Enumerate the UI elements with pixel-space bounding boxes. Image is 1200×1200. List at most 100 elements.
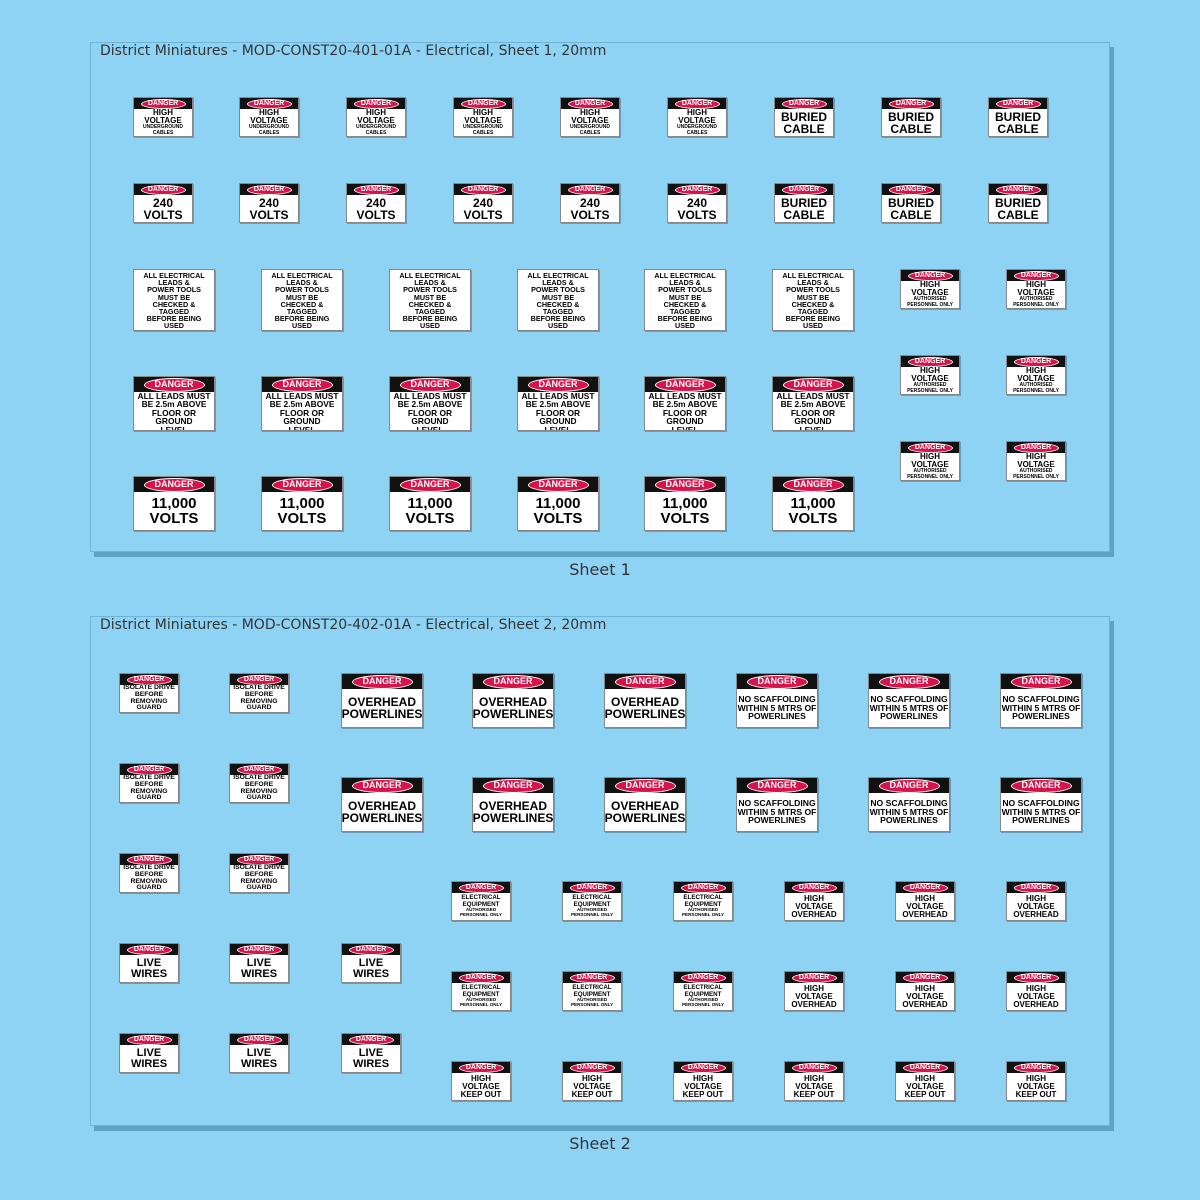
sign-body: OVERHEAD POWERLINES [605, 689, 685, 727]
danger-oval: DANGER [353, 184, 399, 195]
decal-sign: ALL ELECTRICAL LEADS & POWER TOOLS MUST BE C… [644, 269, 726, 331]
sign-header: DANGER [674, 972, 732, 983]
sign-body: HIGH VOLTAGE OVERHEAD [896, 893, 954, 920]
sign-text-line: ELECTRICAL EQUIPMENT [572, 984, 612, 998]
danger-oval: DANGER [1013, 1062, 1059, 1073]
decal-sign: DANGER LIVE WIRES [119, 943, 179, 983]
decal-sign: DANGER HIGH VOLTAGE AUTHORISED PERSONNEL ON… [900, 355, 960, 395]
decal-sign: DANGER ELECTRICAL EQUIPMENT AUTHORISED PERS… [562, 881, 622, 921]
sign-text-line: REMOVING GUARD [130, 787, 168, 802]
danger-oval: DANGER [527, 377, 589, 392]
sign-text-line: BE 2.5m ABOVE [141, 399, 207, 410]
decal-sign: DANGER LIVE WIRES [229, 943, 289, 983]
sign-body: ALL ELECTRICAL LEADS & POWER TOOLS MUST BE C… [773, 270, 853, 330]
sign-body: ALL LEADS MUST BE 2.5m ABOVE FLOOR OR GROU… [645, 392, 725, 430]
sheet-2-title: District Miniatures - MOD-CONST20-402-01… [100, 617, 607, 633]
sign-body: HIGH VOLTAGE AUTHORISED PERSONNEL ONLY [901, 367, 959, 394]
sign-text-line: KEEP OUT [904, 1089, 946, 1099]
danger-oval: DANGER [458, 882, 504, 893]
sign-text-line: BEFORE [134, 690, 164, 698]
sign-text-line: ALL ELECTRICAL [527, 271, 589, 280]
sign-body: BURIED CABLE [989, 195, 1047, 222]
sign-text-line: BEFORE [134, 870, 164, 878]
sign-text-line: ALL LEADS MUST [137, 391, 211, 401]
sign-header: DANGER [134, 477, 214, 492]
sign-header: DANGER [989, 184, 1047, 195]
danger-oval: DANGER [878, 674, 940, 689]
sign-header: DANGER [342, 1034, 400, 1045]
decal-sign: DANGER OVERHEAD POWERLINES [604, 777, 686, 832]
sign-text-line: OVERHEAD [610, 799, 679, 813]
sign-text-line: BURIED [780, 109, 827, 124]
decal-sign: DANGER HIGH VOLTAGE UNDERGROUND CABLES [667, 97, 727, 137]
sign-header: DANGER [737, 674, 817, 689]
decal-sign: DANGER HIGH VOLTAGE OVERHEAD [1006, 971, 1066, 1011]
sign-text-line: LIVE [358, 956, 384, 969]
sign-body: 11,000 VOLTS [518, 492, 598, 530]
decal-sign: DANGER HIGH VOLTAGE AUTHORISED PERSONNEL ON… [900, 441, 960, 481]
sign-header: DANGER [230, 944, 288, 955]
danger-oval: DANGER [902, 882, 948, 893]
sign-text-line: LIVE [246, 956, 272, 969]
sign-text-line: BEFORE [244, 690, 274, 698]
sign-text-line: ALL LEADS MUST [776, 391, 850, 401]
sign-header: DANGER [561, 98, 619, 109]
sign-header: DANGER [390, 377, 470, 392]
danger-oval: DANGER [236, 944, 282, 955]
danger-oval: DANGER [236, 674, 282, 685]
danger-oval: DANGER [680, 972, 726, 983]
sign-text-line: HIGH VOLTAGE [795, 893, 833, 911]
sign-text-line: BURIED [994, 195, 1041, 210]
sign-text-line: POWERLINES [472, 707, 554, 721]
decal-sign: DANGER ISOLATE DRIVE BEFORE REMOVING GUARD [119, 763, 179, 803]
sign-text-line: TAGGED [414, 307, 446, 317]
sign-text-line: OVERHEAD [902, 999, 948, 1009]
sign-text-line: LEVEL [160, 424, 188, 431]
sign-text-line: ELECTRICAL EQUIPMENT [572, 894, 612, 908]
danger-oval: DANGER [353, 98, 399, 109]
sign-text-line: HIGH VOLTAGE [464, 108, 502, 126]
danger-oval: DANGER [1010, 778, 1072, 793]
sign-text-line: CABLE [783, 207, 825, 222]
sign-header: DANGER [518, 477, 598, 492]
sign-text-line: WITHIN 5 MTRS OF [1001, 806, 1081, 817]
danger-oval: DANGER [236, 1034, 282, 1045]
sign-header: DANGER [896, 882, 954, 893]
danger-oval: DANGER [907, 356, 953, 367]
sign-body: HIGH VOLTAGE UNDERGROUND CABLES [134, 109, 192, 136]
sign-body: BURIED CABLE [882, 109, 940, 136]
sign-header: DANGER [737, 778, 817, 793]
sign-text-line: BEFORE [244, 870, 274, 878]
sign-text-line: OVERHEAD [347, 695, 416, 709]
sign-text-line: REMOVING GUARD [130, 697, 168, 712]
sign-header: DANGER [668, 184, 726, 195]
sign-text-line: WIRES [352, 967, 390, 980]
sign-header: DANGER [882, 184, 940, 195]
danger-oval: DANGER [399, 377, 461, 392]
sign-text-line: ISOLATE DRIVE [123, 684, 175, 691]
danger-oval: DANGER [348, 944, 394, 955]
sign-body: HIGH VOLTAGE KEEP OUT [674, 1073, 732, 1100]
sign-text-line: FLOOR OR GROUND [279, 407, 325, 427]
sign-text-line: OVERHEAD [791, 909, 837, 919]
sign-text-line: POWER TOOLS [658, 285, 712, 295]
decal-sign: DANGER NO SCAFFOLDING WITHIN 5 MTRS OF POWE… [868, 673, 950, 728]
danger-oval: DANGER [907, 270, 953, 281]
sign-text-line: 240 [579, 195, 601, 210]
decal-sign: DANGER LIVE WIRES [341, 1033, 401, 1073]
sign-header: DANGER [120, 1034, 178, 1045]
sign-text-line: USED [675, 321, 695, 331]
sign-body: ELECTRICAL EQUIPMENT AUTHORISED PERSONNEL … [674, 983, 732, 1010]
sign-text-line: FLOOR OR GROUND [151, 407, 197, 427]
sign-header: DANGER [347, 184, 405, 195]
sign-text-line: REMOVING GUARD [130, 877, 168, 892]
sign-body: ALL LEADS MUST BE 2.5m ABOVE FLOOR OR GROU… [390, 392, 470, 430]
sign-text-line: WITHIN 5 MTRS OF [1001, 702, 1081, 713]
decal-sign: DANGER HIGH VOLTAGE KEEP OUT [562, 1061, 622, 1101]
sign-subtext-line: AUTHORISED [913, 382, 947, 389]
sign-header: DANGER [134, 377, 214, 392]
sign-text-line: VOLTS [570, 207, 610, 222]
sign-text-line: VOLTS [788, 510, 838, 527]
sign-header: DANGER [1007, 356, 1065, 367]
sign-header: DANGER [605, 674, 685, 689]
